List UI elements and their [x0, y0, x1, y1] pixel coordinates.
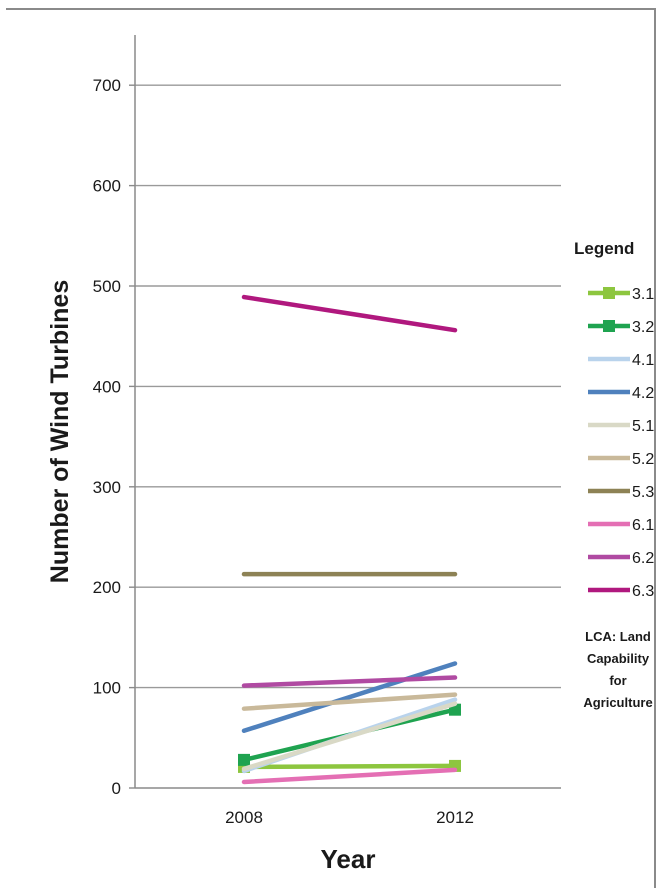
y-tick-label: 700 — [93, 76, 121, 95]
legend-label-6.2: 6.2 — [632, 550, 654, 567]
legend-title: Legend — [574, 239, 634, 258]
legend-note-line: LCA: Land — [585, 629, 651, 644]
y-tick-label: 0 — [112, 779, 121, 798]
series-line-6.3 — [241, 294, 458, 333]
x-axis-title: Year — [321, 844, 376, 874]
y-axis-title: Number of Wind Turbines — [46, 280, 74, 583]
y-tick-label: 100 — [93, 679, 121, 698]
legend-label-5.3: 5.3 — [632, 484, 654, 501]
legend-label-5.2: 5.2 — [632, 451, 654, 468]
legend-marker-3.2 — [603, 320, 615, 332]
legend-note-line: Agriculture — [583, 695, 652, 710]
y-tick-label: 300 — [93, 478, 121, 497]
series-line-6.1 — [241, 767, 458, 785]
y-tick-label: 500 — [93, 277, 121, 296]
y-tick-label: 200 — [93, 578, 121, 597]
series-line-3.1 — [241, 763, 458, 770]
legend-label-6.3: 6.3 — [632, 583, 654, 600]
series-line-5.1 — [241, 701, 458, 772]
x-tick-label: 2012 — [436, 808, 474, 827]
x-tick-label: 2008 — [225, 808, 263, 827]
legend-label-3.1: 3.1 — [632, 286, 654, 303]
series-line-5.2 — [241, 692, 458, 711]
y-tick-label: 600 — [93, 177, 121, 196]
legend-label-4.1: 4.1 — [632, 352, 654, 369]
chart-frame: 0 100 200 300 400 500 600 700 2008 2012 Year Number… — [6, 8, 656, 888]
series-line-6.2 — [241, 675, 458, 688]
legend-label-4.2: 4.2 — [632, 385, 654, 402]
legend-marker-3.1 — [603, 287, 615, 299]
data-point-3.2 — [238, 753, 250, 766]
legend-label-6.1: 6.1 — [632, 517, 654, 534]
series-line-4.2 — [241, 661, 458, 734]
legend-label-3.2: 3.2 — [632, 319, 654, 336]
y-tick-label: 400 — [93, 377, 121, 396]
legend-label-5.1: 5.1 — [632, 418, 654, 435]
legend-note-line: Capability — [587, 651, 650, 666]
legend-note-line: for — [609, 673, 626, 688]
line-chart: 0 100 200 300 400 500 600 700 2008 2012 Year Number… — [46, 35, 654, 874]
